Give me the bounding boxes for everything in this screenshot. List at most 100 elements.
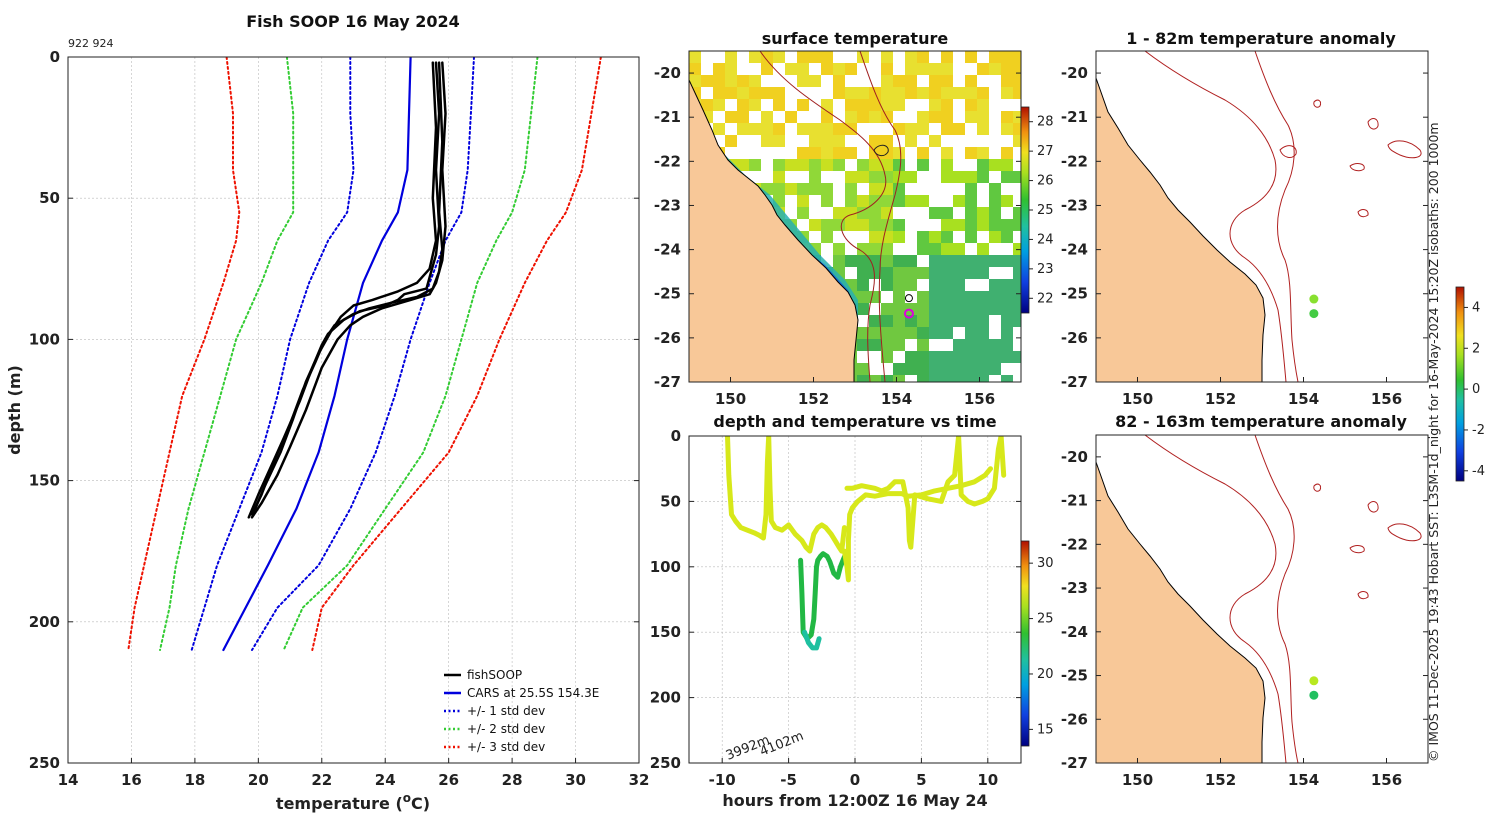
time-colorbar	[1020, 540, 1030, 747]
sst-cell	[977, 159, 989, 171]
sst-cell	[809, 87, 821, 99]
sst-cell	[785, 171, 797, 183]
profile-panel: Fish SOOP 16 May 2024 922 924 14 16 18 20 22…	[5, 12, 649, 813]
y-tick-label: -21	[654, 108, 681, 126]
sst-cell	[737, 63, 749, 75]
sst-cell	[977, 351, 989, 363]
sst-cell	[881, 63, 893, 75]
sst-cell	[833, 231, 845, 243]
sst-cell	[821, 147, 833, 159]
sst-cell	[905, 267, 917, 279]
sst-cell	[1013, 159, 1021, 171]
sst-cell	[989, 111, 1001, 123]
anomaly-shallow-seamount-2	[1367, 118, 1379, 130]
sst-cell	[1013, 351, 1021, 363]
profile-series-line	[127, 57, 241, 651]
sst-cell	[809, 51, 821, 63]
sst-cell	[917, 231, 929, 243]
time-xlabel: hours from 12:00Z 16 May 24	[722, 791, 987, 810]
colorbar-tick-label: 25	[1037, 203, 1054, 218]
sst-cell	[845, 219, 857, 231]
sst-cell	[1013, 363, 1021, 375]
sst-cell	[869, 159, 881, 171]
sst-cell	[701, 63, 713, 75]
sst-cell	[881, 159, 893, 171]
sst-cell	[929, 207, 941, 219]
sst-cell	[785, 111, 797, 123]
sst-cell	[1013, 99, 1021, 111]
sst-cell	[833, 219, 845, 231]
sst-cell	[977, 219, 989, 231]
colorbar-tick-label: 26	[1037, 174, 1054, 189]
sst-cell	[833, 195, 845, 207]
profile-ylabel: depth (m)	[5, 365, 24, 455]
sst-cell	[929, 183, 941, 195]
sst-cell	[881, 195, 893, 207]
sst-cell	[881, 267, 893, 279]
sst-cell	[929, 75, 941, 87]
sst-cell	[869, 243, 881, 255]
sst-cell	[893, 87, 905, 99]
sst-cell	[1013, 279, 1021, 291]
sst-cell	[737, 123, 749, 135]
anomaly-point	[1309, 690, 1319, 700]
sst-cell	[833, 171, 845, 183]
sst-cell	[797, 159, 809, 171]
sst-cell	[773, 135, 785, 147]
sst-cell	[989, 315, 1001, 327]
sst-cell	[953, 147, 965, 159]
sst-cell	[737, 75, 749, 87]
sst-title: surface temperature	[762, 29, 949, 48]
sst-cell	[761, 87, 773, 99]
sst-cell	[1013, 75, 1021, 87]
footer-credit: © IMOS 11-Dec-2025 19:43 Hobart SST: L3S…	[1426, 122, 1441, 762]
sst-cell	[845, 75, 857, 87]
sst-cell	[857, 327, 869, 339]
sst-cell	[953, 267, 965, 279]
sst-cell	[881, 315, 893, 327]
sst-cell	[761, 51, 773, 63]
sst-cell	[965, 267, 977, 279]
anomaly-shallow-title: 1 - 82m temperature anomaly	[1126, 29, 1396, 48]
legend-label: +/- 1 std dev	[467, 704, 545, 718]
sst-cell	[845, 111, 857, 123]
sst-cell	[857, 183, 869, 195]
sst-cell	[929, 87, 941, 99]
time-series-line	[844, 436, 1007, 550]
anomaly-deep-isobath-200	[1144, 435, 1287, 763]
sst-cell	[857, 123, 869, 135]
sst-cell	[725, 123, 737, 135]
sst-cell	[989, 363, 1001, 375]
sst-cell	[941, 291, 953, 303]
sst-cell	[797, 75, 809, 87]
sst-cell	[749, 87, 761, 99]
colorbar-tick-label: 15	[1037, 722, 1054, 737]
sst-cell	[953, 51, 965, 63]
sst-cell	[845, 267, 857, 279]
y-tick-label: 50	[39, 189, 60, 207]
sst-cell	[833, 123, 845, 135]
sst-cell	[977, 243, 989, 255]
sst-cell	[905, 63, 917, 75]
sst-cell	[953, 207, 965, 219]
sst-cell	[929, 219, 941, 231]
sst-cell	[797, 171, 809, 183]
sst-panel: surface temperature 150 152 154 156 -20 -21 -…	[654, 29, 1054, 408]
sst-cell	[929, 171, 941, 183]
sst-cell	[929, 123, 941, 135]
time-series-line	[841, 466, 993, 583]
colorbar-tick-label: 2	[1472, 341, 1480, 356]
sst-cell	[869, 351, 881, 363]
sst-cell	[965, 243, 977, 255]
sst-cell	[953, 123, 965, 135]
sst-cell	[929, 159, 941, 171]
sst-cell	[749, 111, 761, 123]
sst-cell	[821, 75, 833, 87]
sst-cell	[749, 99, 761, 111]
sst-cell	[725, 111, 737, 123]
sst-cell	[713, 87, 725, 99]
sst-cell	[713, 63, 725, 75]
x-tick-label: 14	[58, 771, 79, 789]
sst-cell	[797, 135, 809, 147]
sst-cell	[941, 183, 953, 195]
